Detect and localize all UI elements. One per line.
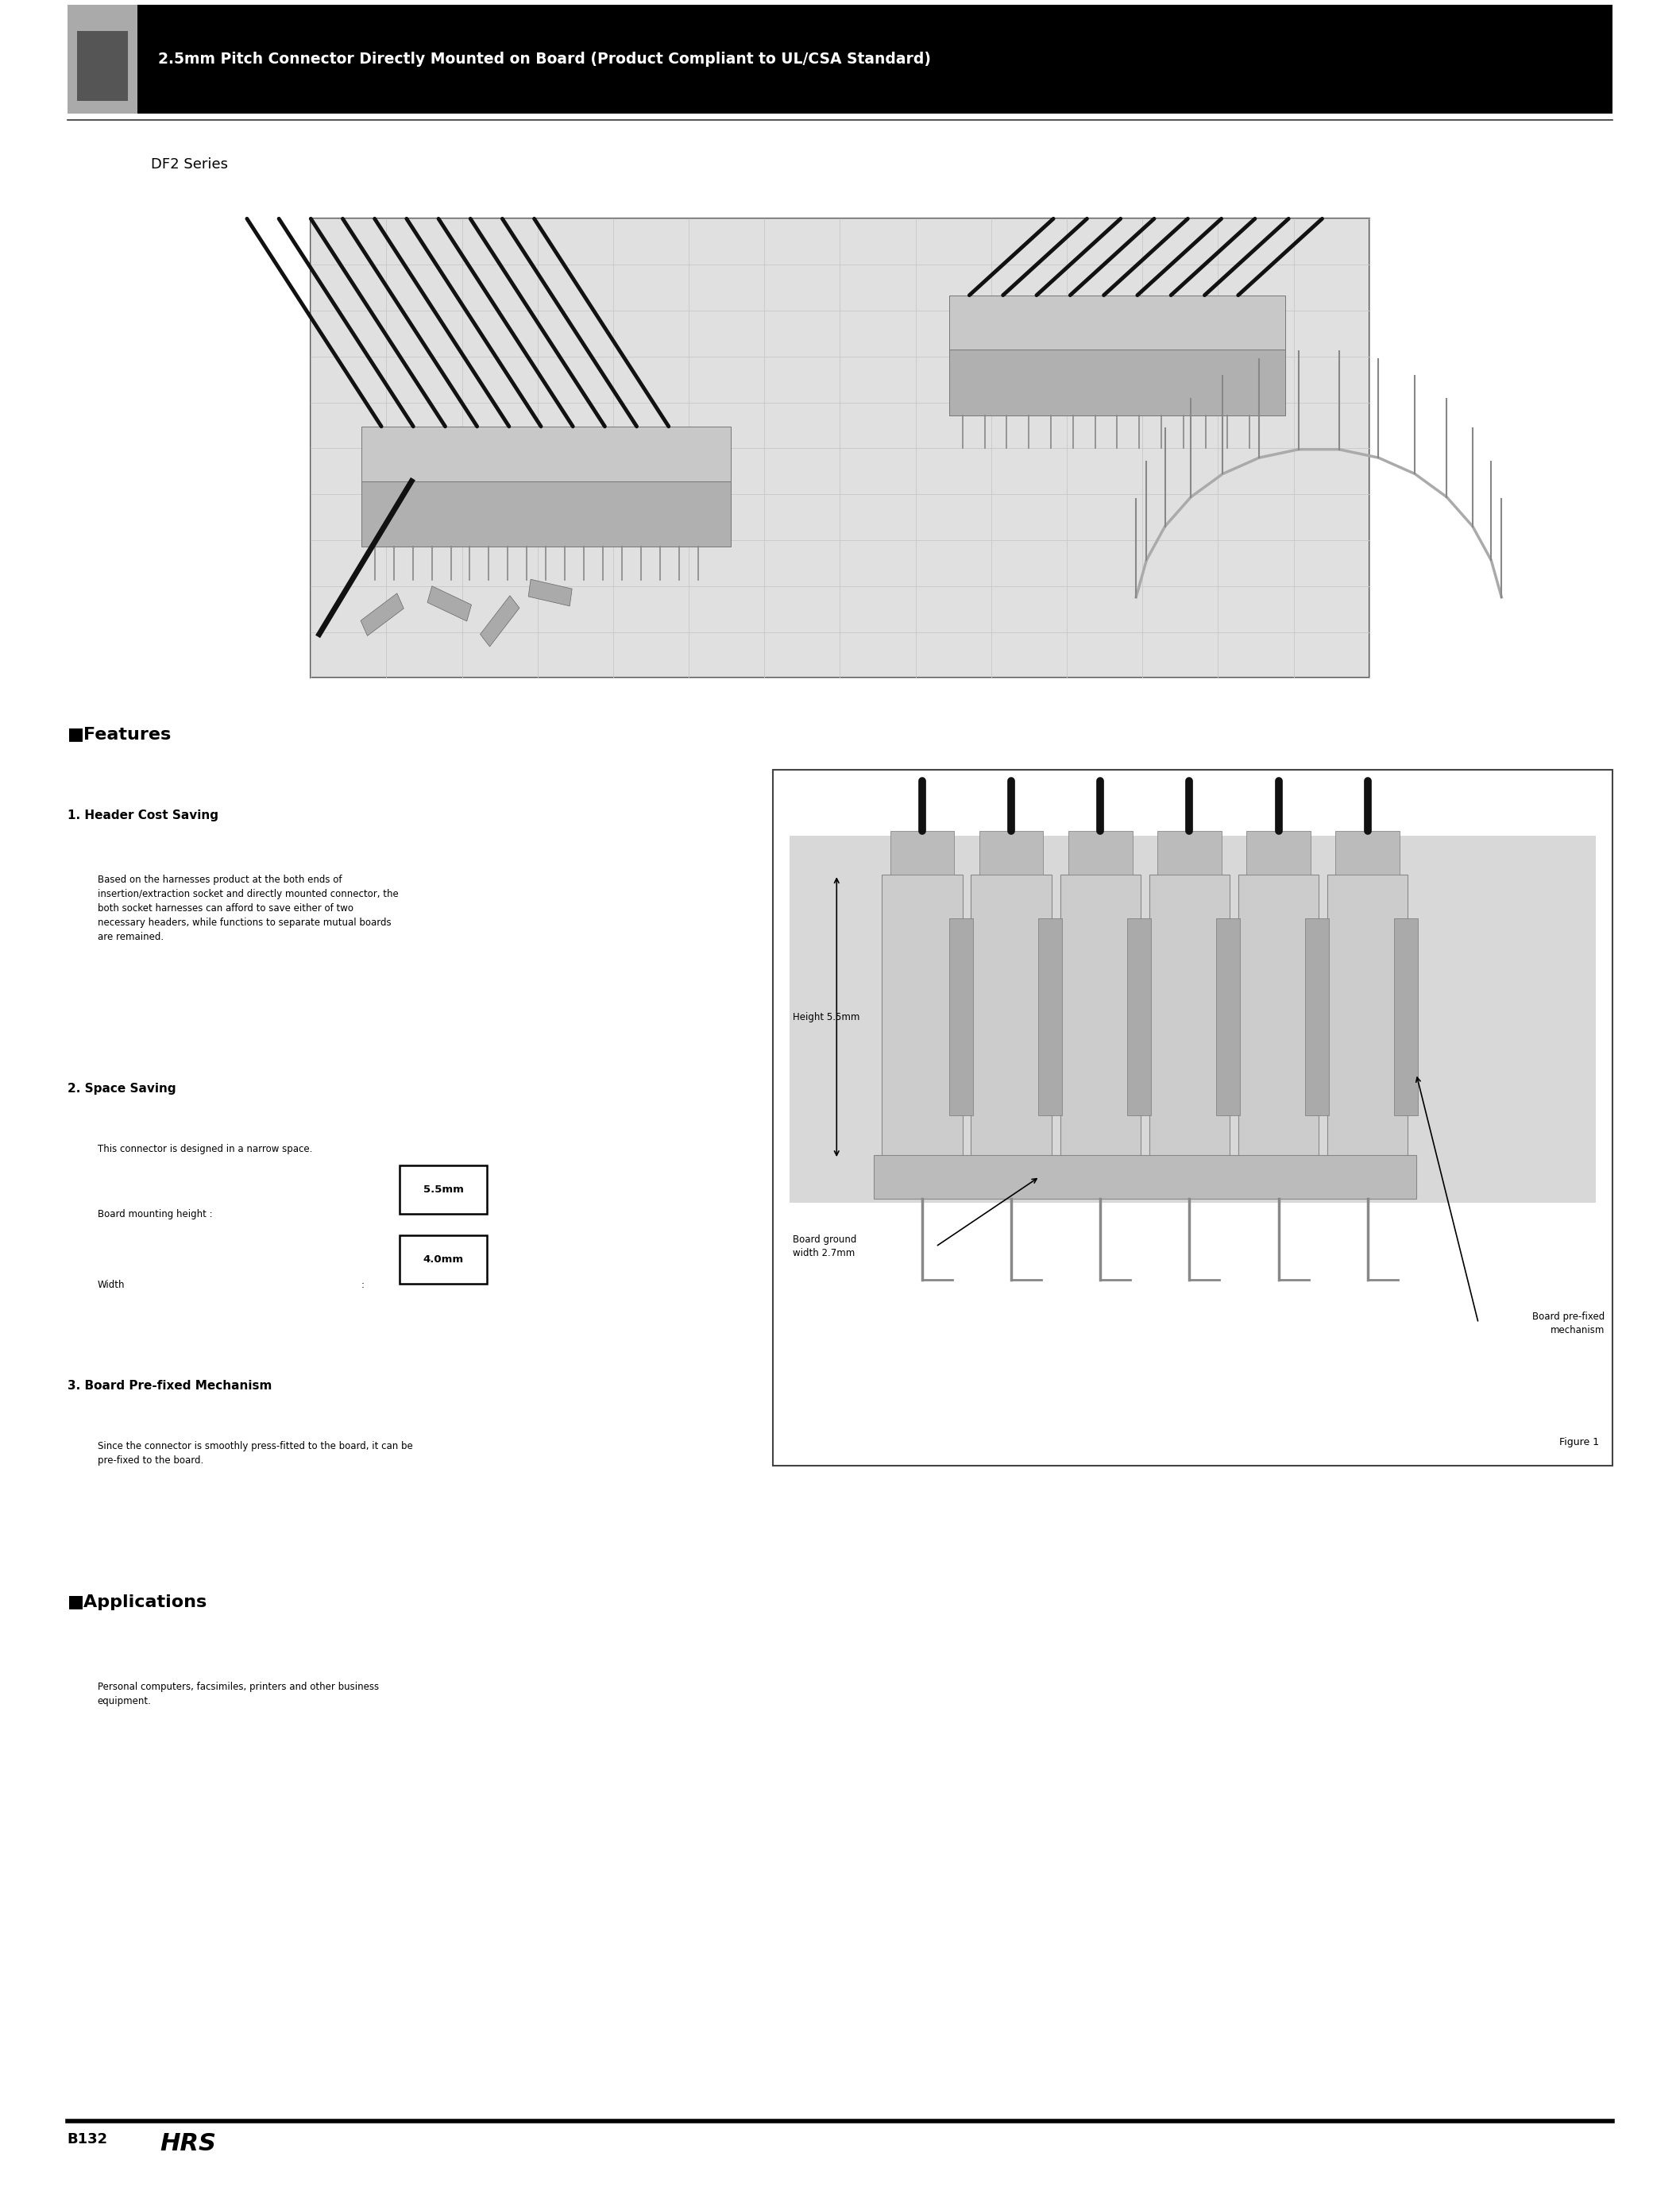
Bar — [77, 31, 128, 101]
Bar — [1247, 831, 1310, 875]
Text: 2.5mm Pitch Connector Directly Mounted on Board (Product Compliant to UL/CSA Sta: 2.5mm Pitch Connector Directly Mounted o… — [158, 52, 931, 66]
Text: B132: B132 — [67, 2132, 108, 2148]
Text: :: : — [361, 1279, 365, 1290]
Text: 2. Space Saving: 2. Space Saving — [67, 1083, 176, 1094]
Text: DF2 Series: DF2 Series — [151, 157, 228, 173]
Text: 5.5mm: 5.5mm — [423, 1185, 464, 1194]
Bar — [949, 919, 973, 1115]
Text: 3. Board Pre-fixed Mechanism: 3. Board Pre-fixed Mechanism — [67, 1380, 272, 1391]
Bar — [1038, 919, 1062, 1115]
Text: HRS: HRS — [160, 2132, 217, 2156]
Bar — [1216, 919, 1240, 1115]
Text: Board pre-fixed
mechanism: Board pre-fixed mechanism — [1532, 1312, 1604, 1334]
Text: Personal computers, facsimiles, printers and other business
equipment.: Personal computers, facsimiles, printers… — [97, 1682, 378, 1706]
Bar — [1394, 919, 1418, 1115]
Bar — [400, 1236, 487, 1284]
Text: Width: Width — [97, 1279, 124, 1290]
Bar — [427, 586, 472, 621]
Bar — [528, 580, 573, 606]
Bar — [1327, 875, 1408, 1159]
Text: Board mounting height :: Board mounting height : — [97, 1209, 212, 1220]
Bar — [1127, 919, 1151, 1115]
Text: 1. Header Cost Saving: 1. Header Cost Saving — [67, 809, 218, 820]
Bar — [790, 835, 1596, 1203]
Bar — [1238, 875, 1319, 1159]
Bar — [67, 4, 138, 114]
Bar — [1060, 875, 1141, 1159]
Bar — [1068, 831, 1132, 875]
Text: This connector is designed in a narrow space.: This connector is designed in a narrow s… — [97, 1144, 312, 1155]
Bar — [890, 831, 954, 875]
Text: Board ground
width 2.7mm: Board ground width 2.7mm — [793, 1236, 857, 1258]
Bar — [882, 875, 963, 1159]
Bar — [311, 219, 1369, 678]
Bar — [361, 593, 403, 636]
Bar — [949, 350, 1285, 416]
Bar — [480, 595, 519, 647]
Bar — [361, 426, 731, 481]
Bar — [874, 1155, 1416, 1198]
Bar — [773, 770, 1613, 1465]
Bar — [949, 295, 1285, 350]
Bar — [971, 875, 1052, 1159]
Bar — [1336, 831, 1399, 875]
Text: 4.0mm: 4.0mm — [423, 1255, 464, 1264]
Bar — [1149, 875, 1230, 1159]
Bar — [979, 831, 1043, 875]
Text: Based on the harnesses product at the both ends of
insertion/extraction socket a: Based on the harnesses product at the bo… — [97, 875, 398, 943]
Text: ■Features: ■Features — [67, 726, 171, 741]
Bar — [361, 481, 731, 547]
Bar — [1305, 919, 1329, 1115]
Bar — [1158, 831, 1221, 875]
Text: Figure 1: Figure 1 — [1559, 1437, 1599, 1448]
Text: Since the connector is smoothly press-fitted to the board, it can be
pre-fixed t: Since the connector is smoothly press-fi… — [97, 1441, 413, 1465]
Bar — [400, 1166, 487, 1214]
Bar — [138, 4, 1613, 114]
Text: Height 5.5mm: Height 5.5mm — [793, 1013, 860, 1021]
Text: ■Applications: ■Applications — [67, 1594, 207, 1610]
